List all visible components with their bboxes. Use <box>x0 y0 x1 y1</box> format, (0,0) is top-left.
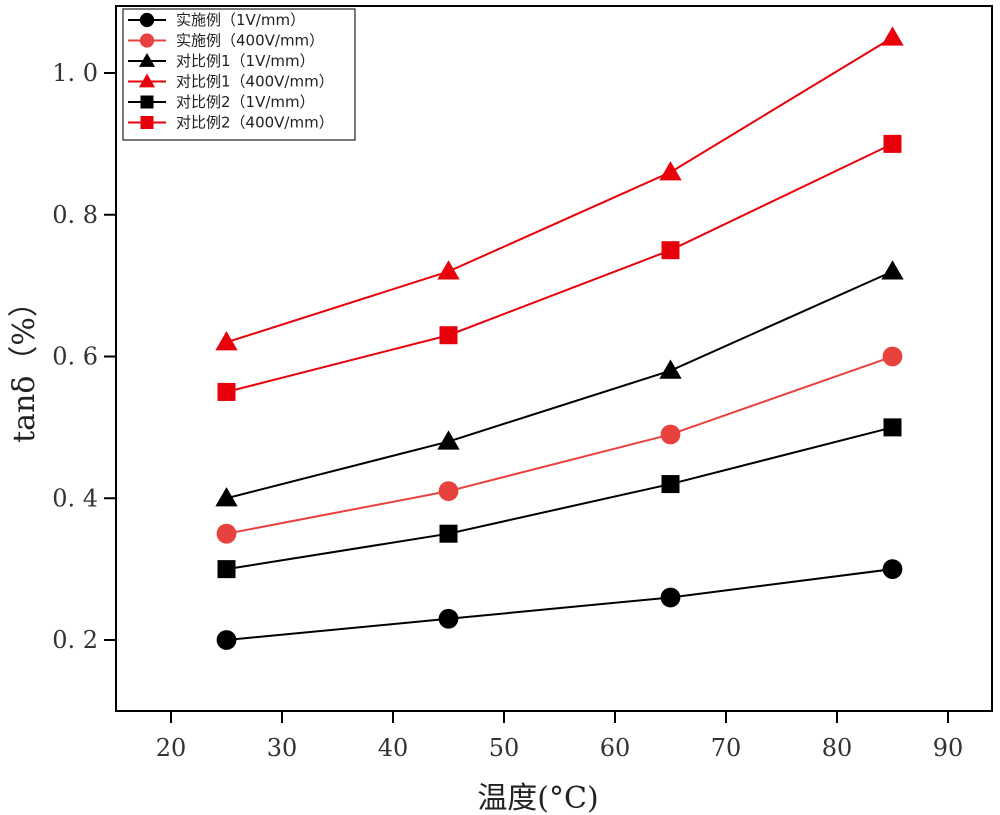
x-tick-label: 50 <box>489 734 520 762</box>
series-group <box>215 26 904 650</box>
data-point-triangle <box>215 331 238 351</box>
data-point-triangle <box>437 260 460 280</box>
data-point-triangle <box>437 430 460 450</box>
x-tick-label: 70 <box>711 734 742 762</box>
legend-label: 对比例1（400V/mm） <box>176 73 334 91</box>
data-point-triangle <box>215 487 238 507</box>
data-point-circle <box>438 481 459 502</box>
y-tick-label: 1. 0 <box>52 59 98 87</box>
data-point-triangle <box>881 26 904 46</box>
y-tick-label: 0. 6 <box>52 343 98 371</box>
data-point-circle <box>438 608 459 629</box>
legend-marker-square <box>140 116 154 129</box>
data-point-circle <box>882 346 903 367</box>
data-point-square <box>661 475 680 494</box>
legend-item: 对比例1（400V/mm） <box>128 73 334 91</box>
legend-label: 对比例1（1V/mm） <box>176 52 315 70</box>
y-tick-label: 0. 4 <box>52 484 98 512</box>
y-axis-title: tanδ（%） <box>7 287 42 443</box>
legend-marker-square <box>140 95 154 109</box>
data-point-triangle <box>881 260 904 280</box>
legend-marker-triangle <box>138 73 156 88</box>
data-point-circle <box>216 523 237 544</box>
x-tick-label: 90 <box>933 734 964 762</box>
legend-label: 实施例（400V/mm） <box>176 32 324 50</box>
y-tick-label: 0. 2 <box>52 626 98 654</box>
data-point-square <box>439 524 458 543</box>
x-axis: 20 30 40 50 60 70 80 90 <box>156 711 964 762</box>
legend-item: 对比例2（1V/mm） <box>128 93 315 111</box>
plot-frame <box>115 5 993 712</box>
legend-item: 实施例（400V/mm） <box>128 32 324 50</box>
series-line <box>226 36 894 344</box>
x-tick-label: 20 <box>156 734 187 762</box>
data-point-circle <box>216 630 237 650</box>
data-point-square <box>439 326 458 345</box>
data-point-circle <box>660 424 681 445</box>
data-point-square <box>661 241 680 260</box>
data-point-square <box>217 560 236 579</box>
series-5 <box>217 418 902 579</box>
data-point-square <box>883 418 902 437</box>
data-point-square <box>217 382 236 401</box>
x-tick-label: 60 <box>600 734 631 762</box>
series-1 <box>216 559 903 650</box>
data-point-circle <box>660 587 681 608</box>
series-2 <box>216 346 903 544</box>
series-line <box>226 142 893 393</box>
series-3 <box>215 260 904 507</box>
series-line <box>226 270 893 500</box>
x-tick-label: 40 <box>378 734 409 762</box>
data-point-triangle <box>659 359 682 379</box>
legend-item: 实施例（1V/mm） <box>128 11 305 29</box>
series-line <box>226 355 893 535</box>
legend-item: 对比例1（1V/mm） <box>128 52 315 70</box>
legend-label: 对比例2（400V/mm） <box>176 114 334 132</box>
data-point-circle <box>882 559 903 580</box>
legend-marker-triangle <box>138 52 156 67</box>
series-line <box>226 426 893 571</box>
data-point-triangle <box>659 161 682 181</box>
series-4 <box>215 26 904 351</box>
legend-marker-circle <box>139 12 155 28</box>
x-tick-label: 30 <box>267 734 298 762</box>
legend-item: 对比例2（400V/mm） <box>128 114 334 132</box>
x-axis-title: 温度(°C) <box>477 781 598 815</box>
legend-box <box>122 8 356 141</box>
y-tick-label: 0. 8 <box>52 201 98 229</box>
legend-marker-circle <box>139 33 155 48</box>
legend-label: 实施例（1V/mm） <box>176 11 305 29</box>
y-axis: 0. 2 0. 4 0. 6 0. 8 1. 0 <box>52 59 116 654</box>
series-6 <box>217 134 902 401</box>
legend: 实施例（1V/mm） 实施例（400V/mm） 对比例1（1V/mm） 对比例1（40… <box>122 8 356 141</box>
series-line <box>226 568 893 641</box>
data-point-square <box>883 134 902 153</box>
x-tick-label: 80 <box>822 734 853 762</box>
legend-label: 对比例2（1V/mm） <box>176 93 315 111</box>
